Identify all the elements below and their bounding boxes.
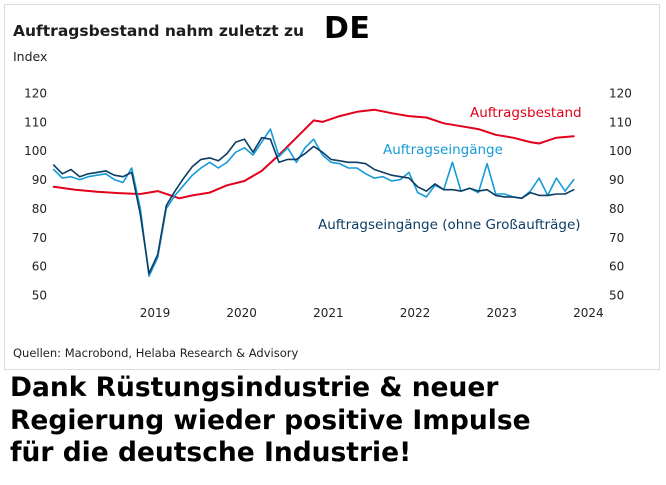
country-tag: DE — [324, 11, 371, 46]
headline-line-1: Dank Rüstungsindustrie & neuer — [10, 372, 499, 403]
headline-line-2: Regierung wieder positive Impulse — [10, 404, 531, 436]
source-note: Quellen: Macrobond, Helaba Research & Ad… — [13, 346, 299, 360]
headline: Dank Rüstungsindustrie & neuer Regierung… — [10, 372, 660, 470]
chart-card — [4, 4, 660, 370]
y-axis-unit-label: Index — [13, 49, 48, 64]
chart-title: Auftragsbestand nahm zuletzt zu — [13, 22, 305, 40]
headline-line-3: für die deutsche Industrie! — [10, 437, 412, 468]
